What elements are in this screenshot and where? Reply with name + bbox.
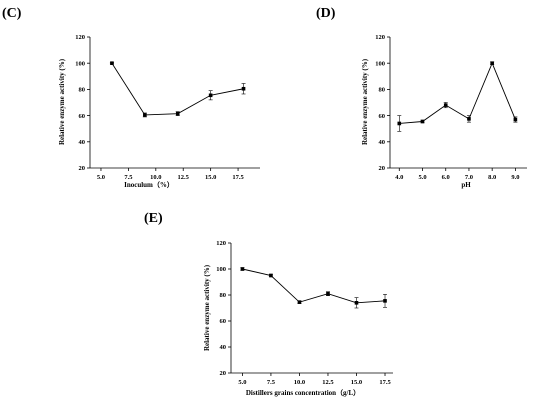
panel-c: (C) 20 40 60 80 100 120 5.0 7.5 10.0 12.5 15.0 17.5… bbox=[2, 6, 260, 189]
panel-e-x-tick-label: 12.5 bbox=[322, 379, 334, 386]
panel-d-y-tick-label: 20 bbox=[379, 165, 386, 172]
panel-c-y-tick-label: 120 bbox=[75, 34, 85, 41]
panel-c-x-tick-label: 10.0 bbox=[150, 174, 161, 181]
panel-e-x-tick-label: 15.0 bbox=[351, 379, 362, 386]
panel-d-x-tick-label: 7.0 bbox=[465, 174, 473, 181]
panel-e-data-point bbox=[240, 267, 245, 271]
panel-e-x-tick-label: 5.0 bbox=[238, 379, 246, 386]
panel-e-data-point bbox=[326, 291, 330, 296]
panel-c-label: (C) bbox=[2, 6, 22, 21]
panel-e-data-point bbox=[354, 301, 359, 305]
panel-e-data-point bbox=[383, 299, 387, 303]
panel-e-y-tick-label: 100 bbox=[216, 266, 226, 273]
panel-c-data-point bbox=[208, 93, 213, 98]
panel-e-plot: 20 40 60 80 100 120 5.0 7.5 10.0 12.5 15.0 17.5 bbox=[216, 240, 393, 386]
panel-e-data-point bbox=[297, 300, 302, 304]
panel-d-xlabel: pH bbox=[461, 181, 471, 189]
panel-d-data-point bbox=[513, 117, 518, 122]
panel-c-y-tick-label: 80 bbox=[79, 87, 86, 94]
panel-c-x-tick-label: 15.0 bbox=[205, 174, 216, 181]
panel-d-data-point bbox=[490, 61, 494, 65]
panel-d-y-tick-label: 100 bbox=[375, 60, 385, 67]
panel-e-x-tick-label: 10.0 bbox=[294, 379, 305, 386]
panel-d-y-tick-label: 60 bbox=[379, 113, 386, 120]
panel-c-x-tick-label: 12.5 bbox=[178, 174, 190, 181]
panel-e: (E) 20 40 60 80 100 120 5.0 7.5 10.0 12.5 15.0 17.5… bbox=[144, 211, 393, 397]
panel-c-plot: 20 40 60 80 100 120 5.0 7.5 10.0 12.5 15.0 17.5 bbox=[75, 34, 260, 181]
panel-c-series-line bbox=[111, 62, 244, 116]
panel-c-data-point bbox=[241, 86, 246, 91]
panel-e-x-tick-label: 17.5 bbox=[379, 379, 391, 386]
panel-d-x-tick-label: 5.0 bbox=[418, 174, 426, 181]
panel-d-x-tick-label: 6.0 bbox=[442, 174, 450, 181]
panel-d-data-point bbox=[467, 117, 471, 121]
panel-e-series-line bbox=[242, 268, 386, 304]
panel-e-x-tick-label: 7.5 bbox=[267, 379, 276, 386]
panel-e-y-tick-label: 40 bbox=[220, 344, 227, 351]
panel-e-xlabel: Distillers grains concentration（g/L） bbox=[246, 389, 360, 397]
panel-e-y-tick-label: 20 bbox=[220, 370, 227, 377]
panel-c-data-point bbox=[143, 113, 147, 117]
panel-e-y-tick-label: 80 bbox=[220, 292, 227, 299]
panel-d-x-tick-label: 9.0 bbox=[511, 174, 519, 181]
panel-c-xlabel: Inoculum（%） bbox=[124, 181, 174, 189]
panel-d-data-point bbox=[397, 121, 402, 126]
panel-c-x-tick-label: 17.5 bbox=[232, 174, 244, 181]
panel-c-data-point bbox=[175, 111, 180, 116]
panel-e-ylabel: Relative enzyme activity (%) bbox=[203, 264, 211, 351]
panel-e-label: (E) bbox=[144, 211, 163, 226]
panel-c-y-tick-label: 20 bbox=[79, 165, 86, 172]
panel-d-y-tick-label: 120 bbox=[375, 34, 385, 41]
panel-e-y-tick-label: 60 bbox=[220, 318, 227, 325]
panel-d-plot: 20 40 60 80 100 120 4.0 5.0 6.0 7.0 8.0 9.0 bbox=[375, 34, 527, 181]
panel-d-ylabel: Relative enzyme activity (%) bbox=[361, 58, 369, 145]
panel-d-label: (D) bbox=[316, 6, 336, 21]
panel-d-x-tick-label: 4.0 bbox=[395, 174, 403, 181]
panel-e-data-point bbox=[269, 273, 273, 278]
panel-c-x-tick-label: 7.5 bbox=[124, 174, 133, 181]
panel-e-y-tick-label: 120 bbox=[216, 240, 226, 247]
panel-c-x-tick-label: 5.0 bbox=[97, 174, 105, 181]
panel-d-data-point bbox=[420, 119, 425, 124]
panel-d-x-tick-label: 8.0 bbox=[488, 174, 496, 181]
panel-c-y-tick-label: 60 bbox=[79, 113, 86, 120]
panel-c-data-point bbox=[110, 61, 114, 65]
panel-d-data-point bbox=[443, 103, 448, 107]
panel-c-ylabel: Relative enzyme activity (%) bbox=[58, 58, 66, 145]
panel-d-y-tick-label: 80 bbox=[379, 87, 386, 94]
panel-d-series-line bbox=[399, 62, 516, 124]
panel-d-y-tick-label: 40 bbox=[379, 139, 386, 146]
panel-c-y-tick-label: 100 bbox=[75, 60, 85, 67]
panel-c-y-tick-label: 40 bbox=[79, 139, 86, 146]
